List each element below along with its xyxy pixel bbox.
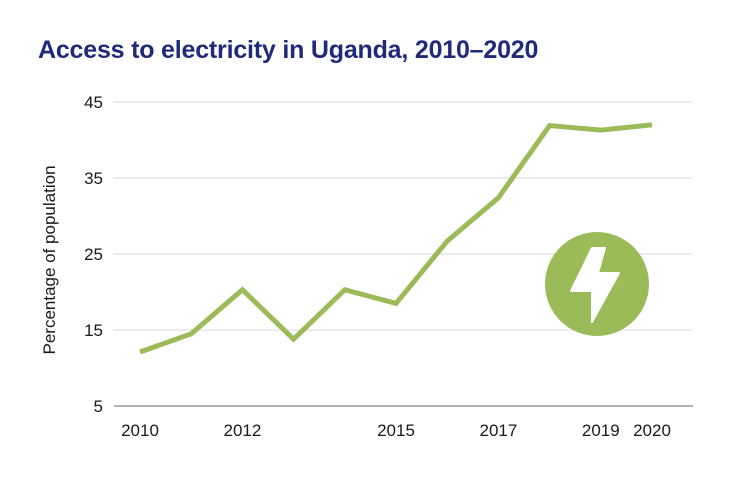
y-axis-label: Percentage of population: [40, 165, 59, 354]
series-layer: [139, 122, 653, 355]
x-tick-label: 2015: [377, 421, 415, 440]
x-axis-ticks: 2010 2012 2015 2017 2019 2020: [121, 421, 671, 440]
x-tick-label: 2019: [582, 421, 620, 440]
y-tick-label: 25: [84, 245, 103, 264]
chart-title: Access to electricity in Uganda, 2010–20…: [38, 36, 539, 64]
y-tick-label: 15: [84, 321, 103, 340]
x-tick-label: 2017: [479, 421, 517, 440]
y-tick-label: 35: [84, 169, 103, 188]
y-tick-label: 5: [94, 397, 103, 416]
y-tick-label: 45: [84, 93, 103, 112]
y-axis-ticks: 5 15 25 35 45: [84, 93, 103, 416]
x-tick-label: 2020: [633, 421, 671, 440]
x-tick-label: 2010: [121, 421, 159, 440]
x-tick-label: 2012: [223, 421, 261, 440]
series-line: [139, 122, 653, 355]
gridlines: [114, 101, 693, 407]
lightning-bolt-icon: [545, 232, 649, 336]
